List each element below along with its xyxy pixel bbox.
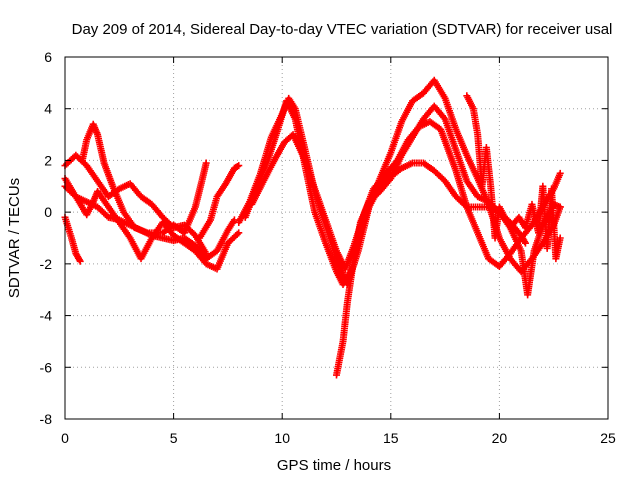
series-trace-8 bbox=[241, 76, 564, 289]
data-point-marker bbox=[235, 229, 243, 237]
y-tick-label: 6 bbox=[44, 49, 52, 65]
data-layer bbox=[61, 76, 564, 379]
series-trace-2 bbox=[61, 175, 243, 273]
data-point-marker bbox=[521, 239, 529, 247]
data-point-marker bbox=[76, 257, 84, 265]
data-point-marker bbox=[556, 169, 564, 177]
y-tick-label: -2 bbox=[40, 256, 53, 272]
x-tick-label: 25 bbox=[600, 430, 616, 446]
x-tick-label: 15 bbox=[383, 430, 399, 446]
series-trace-9 bbox=[248, 118, 564, 273]
data-point-marker bbox=[235, 162, 243, 170]
x-tick-label: 20 bbox=[492, 430, 508, 446]
x-tick-label: 0 bbox=[61, 430, 69, 446]
y-tick-label: -6 bbox=[40, 359, 53, 375]
plot-frame bbox=[64, 56, 609, 420]
data-point-marker bbox=[233, 162, 241, 170]
x-axis-label: GPS time / hours bbox=[277, 457, 391, 474]
data-point-marker bbox=[556, 203, 564, 211]
data-point-marker bbox=[202, 159, 210, 167]
series-trace-6 bbox=[196, 162, 243, 242]
y-tick-label: -4 bbox=[40, 308, 53, 324]
axes-ticks: 0 5 10 15 20 25 -8 -6 -4 -2 0 2 4 6 bbox=[40, 49, 616, 446]
series-trace-10 bbox=[333, 102, 529, 379]
y-tick-label: 4 bbox=[44, 101, 52, 117]
data-point-marker bbox=[556, 234, 564, 242]
series-trace-5 bbox=[61, 182, 238, 263]
y-axis-label: SDTVAR / TECUs bbox=[6, 178, 23, 298]
y-tick-label: 0 bbox=[44, 204, 52, 220]
y-tick-label: 2 bbox=[44, 152, 52, 168]
chart-title: Day 209 of 2014, Sidereal Day-to-day VTE… bbox=[72, 21, 613, 38]
x-tick-label: 10 bbox=[274, 430, 290, 446]
series-trace-4 bbox=[78, 120, 210, 237]
series-trace-12 bbox=[463, 92, 564, 263]
y-tick-label: -8 bbox=[40, 411, 53, 427]
x-tick-label: 5 bbox=[170, 430, 178, 446]
